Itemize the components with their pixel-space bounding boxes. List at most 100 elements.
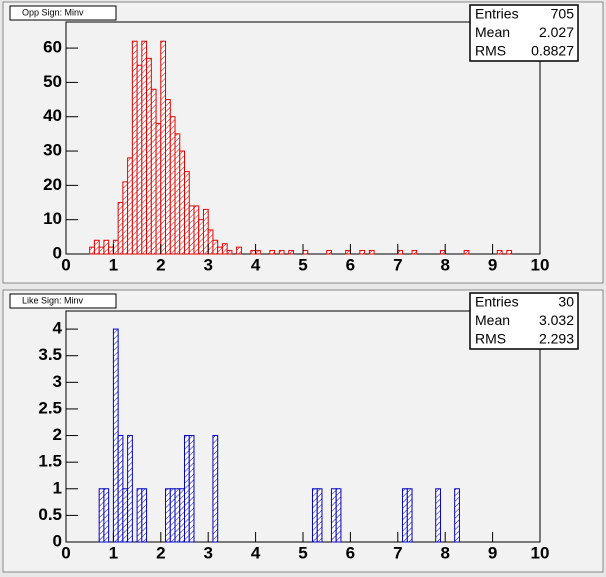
hist-bar	[108, 246, 114, 255]
hist-bar	[221, 243, 228, 255]
hist-bar	[359, 250, 366, 255]
stats-label: RMS	[475, 331, 506, 347]
stats-label: Mean	[475, 24, 510, 40]
stats-label: Entries	[475, 294, 519, 310]
hist-bar	[179, 488, 185, 543]
hist-title: Opp Sign: Minv	[22, 7, 84, 17]
x-tick-label: 1	[109, 255, 118, 274]
hist-bar	[122, 488, 129, 543]
stats-value: 3.032	[539, 312, 574, 328]
hist-title: Like Sign: Minv	[22, 295, 84, 305]
hist-bar	[179, 150, 185, 255]
hist-bar	[165, 488, 171, 543]
hist-bar	[98, 488, 105, 543]
stats-value: 2.027	[539, 24, 574, 40]
hist-bar	[269, 250, 276, 255]
hist-bar	[160, 40, 167, 255]
y-tick-label: 2.5	[38, 398, 62, 417]
hist-bar	[202, 208, 209, 255]
y-tick-label: 40	[43, 106, 62, 125]
x-tick-label: 3	[203, 543, 212, 562]
hist-bar	[141, 488, 148, 543]
x-tick-label: 9	[488, 255, 497, 274]
y-tick-label: 0	[53, 531, 62, 550]
hist-bar	[188, 435, 195, 543]
stats-label: Mean	[475, 312, 510, 328]
x-tick-label: 8	[440, 255, 449, 274]
hist-bar	[117, 435, 124, 543]
hist-bar	[136, 64, 143, 255]
stats-label: RMS	[475, 43, 506, 59]
hist-bar	[411, 250, 418, 255]
y-tick-label: 0.5	[38, 505, 62, 524]
hist-bar	[316, 488, 323, 543]
hist-bar	[127, 435, 133, 543]
hist-bar	[463, 250, 470, 255]
x-tick-label: 7	[393, 543, 402, 562]
x-tick-label: 8	[440, 543, 449, 562]
hist-bar	[98, 246, 105, 255]
y-tick-label: 1.5	[38, 452, 62, 471]
hist-bar	[288, 250, 295, 255]
hist-bar	[212, 239, 219, 255]
hist-bar	[174, 133, 181, 255]
hist-bar	[103, 488, 110, 543]
y-tick-label: 4	[53, 319, 63, 338]
x-tick-label: 1	[109, 543, 118, 562]
hist-bar	[278, 250, 285, 255]
x-tick-label: 3	[203, 255, 212, 274]
title-box	[9, 5, 117, 21]
hist-bar	[506, 250, 513, 255]
hist-bar	[496, 250, 503, 255]
stats-box	[469, 292, 579, 350]
title-box	[9, 293, 117, 309]
hist-bar	[165, 99, 171, 255]
hist-bar	[89, 246, 95, 255]
hist-bar	[103, 239, 110, 255]
y-tick-label: 3.5	[38, 345, 62, 364]
hist-bar	[174, 488, 181, 543]
x-tick-label: 0	[61, 543, 70, 562]
hist-bar	[255, 250, 261, 255]
stats-value: 30	[558, 294, 574, 310]
x-tick-label: 9	[488, 543, 497, 562]
hist-bar	[112, 328, 119, 543]
x-tick-label: 6	[346, 255, 355, 274]
y-tick-label: 50	[43, 72, 62, 91]
y-tick-label: 20	[43, 175, 62, 194]
hist-bar	[402, 488, 408, 543]
x-tick-label: 5	[298, 255, 307, 274]
stats-value: 0.8827	[531, 43, 574, 59]
hist-bar	[368, 250, 375, 255]
y-tick-label: 60	[43, 38, 62, 57]
hist-bar	[184, 435, 190, 543]
hist-bar	[435, 488, 441, 543]
hist-bar	[117, 202, 124, 255]
hist-bar	[207, 229, 214, 255]
hist-bar	[136, 488, 143, 543]
hist-bar	[302, 250, 309, 255]
hist-bar	[250, 250, 257, 255]
hist-bar	[169, 488, 176, 543]
hist-bar	[330, 488, 337, 543]
hist-bar	[226, 250, 233, 255]
hist-bar	[155, 123, 162, 255]
y-tick-label: 1	[53, 478, 62, 497]
y-tick-label: 0	[53, 243, 62, 262]
x-tick-label: 0	[61, 255, 70, 274]
hist-bar	[146, 57, 152, 255]
hist-bar	[406, 488, 413, 543]
hist-bar	[397, 250, 404, 255]
stats-label: Entries	[475, 6, 519, 22]
hist-bar	[127, 157, 133, 255]
hist-bar	[335, 488, 342, 543]
hist-bar	[212, 435, 219, 543]
x-tick-label: 5	[298, 543, 307, 562]
x-tick-label: 6	[346, 543, 355, 562]
stats-box	[469, 4, 579, 62]
hist-bar	[217, 246, 223, 255]
y-tick-label: 10	[43, 209, 62, 228]
hist-bar	[169, 116, 176, 255]
hist-bar	[150, 88, 157, 255]
